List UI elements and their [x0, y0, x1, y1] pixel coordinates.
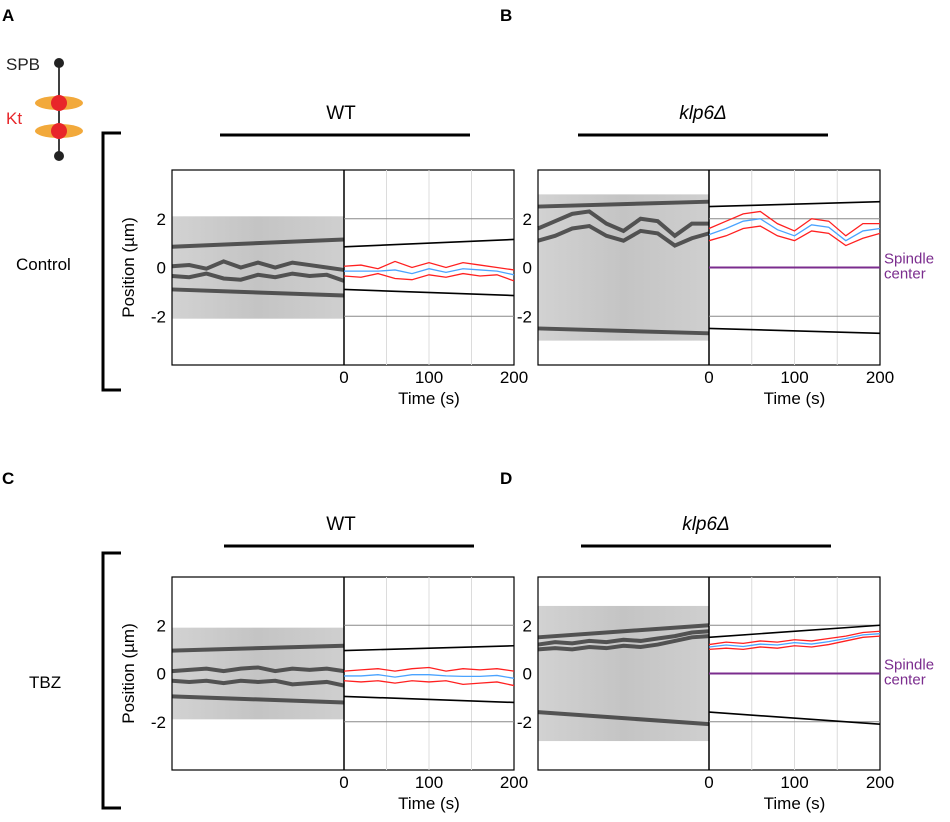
x-tick-label: 100	[780, 368, 808, 387]
kymograph-streak	[537, 623, 710, 640]
kinetochore-mean-trace	[708, 633, 881, 648]
x-tick-label: 100	[415, 773, 443, 792]
x-tick-label: 200	[500, 368, 528, 387]
y-tick-label: 2	[523, 210, 532, 229]
spindle-label-line2: center	[884, 672, 926, 689]
panel-a: -2 0 2 0 100 200 Time (s) Position (µm)	[119, 169, 528, 408]
kymograph-streak	[537, 710, 710, 727]
x-tick-label: 0	[704, 368, 713, 387]
y-tick-label: 2	[157, 210, 166, 229]
panel-letter: B	[500, 6, 512, 25]
spb-dot-bottom	[54, 151, 64, 161]
kymograph-streak	[171, 287, 345, 298]
spb-trace	[343, 695, 515, 704]
kymograph-streak	[537, 209, 709, 239]
spb-trace	[343, 644, 515, 652]
x-axis-label: Time (s)	[398, 794, 460, 813]
y-axis-label: Position (µm)	[119, 217, 138, 317]
y-tick-label: 2	[523, 616, 532, 635]
condition-label-klp6: klp6Δ	[682, 514, 730, 535]
spb-trace	[708, 711, 881, 725]
row-label-tbz: TBZ	[29, 673, 61, 692]
kymograph-streak	[171, 643, 345, 653]
kinetochore-trace	[343, 680, 515, 687]
kymograph-streak	[171, 694, 345, 705]
panel-letter: C	[2, 469, 14, 488]
condition-label-klp6: klp6Δ	[679, 103, 727, 124]
panel-letter: D	[500, 469, 512, 488]
spb-trace	[708, 327, 881, 335]
x-tick-label: 100	[415, 368, 443, 387]
row-bracket	[101, 551, 121, 810]
y-tick-label: 2	[157, 616, 166, 635]
kinetochore-trace	[708, 630, 881, 646]
kymograph-streak	[171, 237, 345, 249]
y-tick-label: -2	[517, 713, 532, 732]
spindle-label-line2: center	[884, 266, 926, 283]
y-tick-label: -2	[151, 713, 166, 732]
x-tick-label: 200	[866, 773, 894, 792]
condition-label-wt: WT	[326, 514, 356, 535]
schematic-legend: SPB Kt	[6, 55, 83, 161]
y-tick-label: 0	[523, 259, 532, 278]
kinetochore-trace	[343, 260, 515, 271]
kymograph-streak	[537, 634, 710, 652]
y-tick-label: 0	[523, 665, 532, 684]
spindle-label-line1: Spindle	[884, 657, 934, 674]
x-tick-label: 0	[704, 773, 713, 792]
kymograph-streak	[537, 326, 710, 336]
kymograph-streak	[537, 629, 710, 647]
plot-frame	[171, 576, 515, 771]
kymograph-image	[538, 194, 709, 341]
x-axis-label: Time (s)	[398, 389, 460, 408]
kinetochore-trace	[708, 210, 880, 237]
spb-dot-top	[54, 58, 64, 68]
y-tick-label: -2	[151, 307, 166, 326]
kt-dot	[51, 123, 67, 139]
plot-frame	[171, 169, 515, 366]
panel-c: -2 0 2 0 100 200 Time (s) Position (µm)	[119, 576, 528, 813]
kt-label: Kt	[6, 109, 22, 128]
kinetochore-trace	[343, 666, 515, 672]
kymograph-image	[172, 627, 344, 720]
y-axis-label: Position (µm)	[119, 623, 138, 723]
x-tick-label: 0	[339, 368, 348, 387]
kt-dot	[51, 95, 67, 111]
y-tick-label: 0	[157, 665, 166, 684]
kymograph-streak	[171, 259, 345, 272]
panel-letter: A	[2, 6, 14, 25]
spb-label: SPB	[6, 55, 40, 74]
x-axis-label: Time (s)	[764, 794, 826, 813]
kinetochore-mean-trace	[344, 268, 515, 276]
kinetochore-trace	[708, 635, 881, 651]
x-axis-label: Time (s)	[764, 389, 826, 408]
kinetochore-trace	[343, 272, 515, 282]
kymograph-streak	[171, 665, 345, 674]
spb-trace	[343, 238, 515, 248]
kymograph-streak	[537, 223, 710, 248]
y-tick-label: -2	[517, 307, 532, 326]
condition-label-wt: WT	[326, 103, 356, 124]
kymograph-streak	[171, 271, 345, 283]
y-tick-label: 0	[157, 259, 166, 278]
kinetochore-trace	[708, 225, 881, 247]
spb-trace	[708, 200, 881, 208]
kymograph-streak	[171, 678, 345, 688]
x-tick-label: 0	[339, 773, 348, 792]
kinetochore-mean-trace	[708, 218, 881, 242]
x-tick-label: 100	[780, 773, 808, 792]
spb-trace	[708, 624, 881, 639]
x-tick-label: 200	[866, 368, 894, 387]
kymograph-streak	[537, 199, 710, 209]
row-label-control: Control	[16, 255, 71, 274]
row-bracket	[101, 131, 121, 392]
kinetochore-mean-trace	[344, 674, 515, 679]
spindle-label-line1: Spindle	[884, 251, 934, 268]
spb-trace	[343, 288, 515, 297]
x-tick-label: 200	[500, 773, 528, 792]
